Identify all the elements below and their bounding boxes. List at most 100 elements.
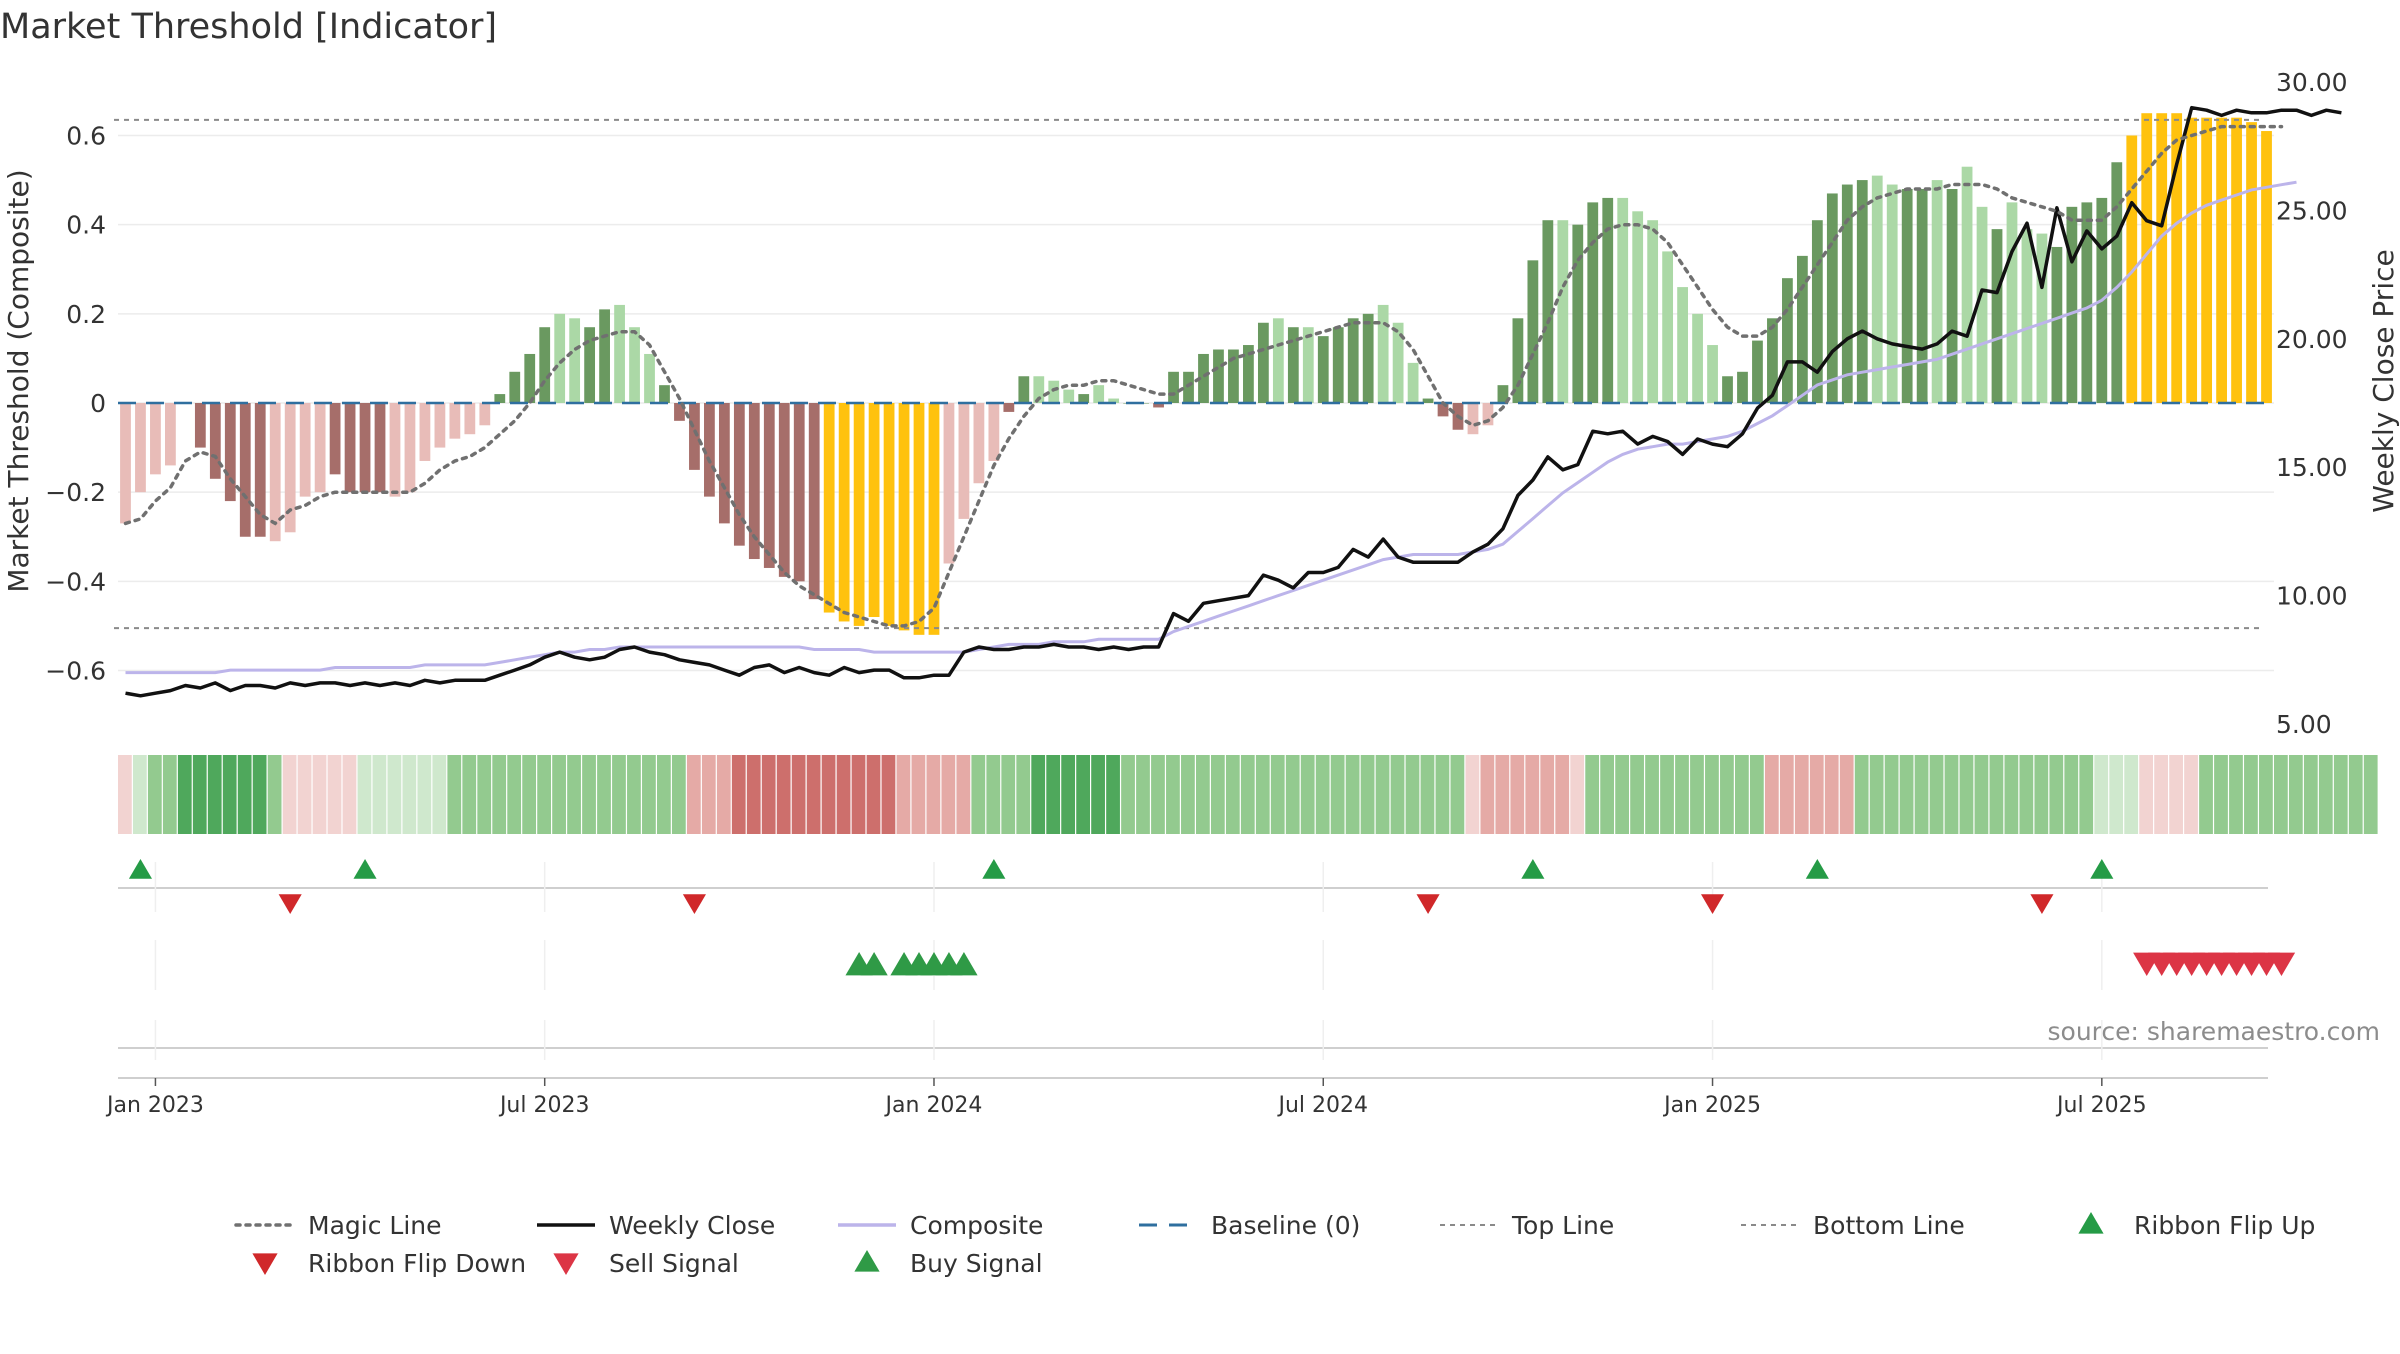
bar-91	[1482, 403, 1494, 426]
y-axis-label-right: Weekly Close Price	[2367, 249, 2400, 512]
ribbon-cell-49	[851, 755, 866, 834]
ribbon-cell-65	[1091, 755, 1105, 834]
bar-38	[689, 403, 700, 470]
ribbon-cell-93	[1510, 755, 1525, 834]
ribbon-cell-12	[297, 755, 312, 834]
ribbon-cell-134	[2124, 755, 2139, 834]
source-text: source: sharemaestro.com	[2048, 1017, 2381, 1046]
tick-layer: 0.6 0.4 0.2 0 −0.2 −0.4 −0.6 30.00 25.00 20.00 15.…	[45, 68, 2347, 739]
bar-37	[674, 403, 685, 421]
bar-85	[1392, 322, 1404, 403]
legend-item-1: Weekly Close	[537, 1211, 775, 1240]
legend-label-6: Ribbon Flip Up	[2134, 1211, 2315, 1240]
ribbon-cell-131	[2079, 755, 2094, 834]
y-right-tick-0: 30.00	[2276, 68, 2348, 97]
x-tick-label-5: Jul 2025	[2055, 1093, 2147, 1118]
bar-31	[584, 327, 596, 403]
bar-95	[1542, 220, 1554, 403]
bar-69	[1153, 403, 1164, 408]
legend-swatch-7	[252, 1253, 278, 1275]
ribbon-cell-130	[2064, 755, 2079, 834]
bar-139	[2201, 117, 2213, 404]
line-layer	[114, 105, 2342, 698]
ribbon-flip-up-2	[982, 859, 1006, 879]
y-axis-label-left: Market Threshold (Composite)	[2, 169, 35, 592]
ribbon-cell-150	[2363, 755, 2378, 834]
ribbon-cell-125	[1989, 755, 2004, 834]
ribbon-cell-139	[2199, 755, 2213, 834]
bar-130	[2066, 206, 2078, 403]
ribbon-cell-149	[2348, 755, 2363, 834]
bar-97	[1572, 224, 1584, 403]
legend-item-5: Bottom Line	[1741, 1211, 1965, 1240]
x-tick-label-3: Jul 2024	[1276, 1093, 1368, 1118]
bar-111	[1782, 278, 1793, 403]
ribbon-flip-up-4	[1805, 859, 1829, 879]
legend: Magic Line Weekly Close Composite Baseline …	[234, 1211, 2315, 1278]
bar-16	[359, 403, 371, 493]
ribbon-cell-46	[806, 755, 821, 834]
ribbon-cell-97	[1570, 755, 1585, 834]
ribbon-cell-90	[1465, 755, 1480, 834]
bar-9	[254, 403, 266, 537]
bar-41	[733, 403, 745, 546]
ribbon-cell-56	[956, 755, 971, 834]
ribbon-cell-73	[1210, 755, 1225, 834]
bar-45	[793, 403, 805, 582]
bar-124	[1976, 206, 1988, 403]
legend-label-7: Ribbon Flip Down	[308, 1249, 526, 1278]
ribbon-cell-110	[1764, 755, 1779, 834]
ribbon-cell-77	[1270, 755, 1285, 834]
bar-12	[299, 403, 311, 497]
ribbon-cell-146	[2303, 755, 2318, 834]
ribbon-cell-75	[1240, 755, 1255, 834]
ribbon-flip-up-1	[353, 859, 377, 879]
bar-7	[224, 403, 236, 502]
bar-29	[554, 313, 566, 403]
ribbon-cell-10	[267, 755, 282, 834]
ribbon-cell-95	[1540, 755, 1555, 834]
ribbon-cell-114	[1824, 755, 1839, 834]
bar-118	[1886, 184, 1898, 403]
y-right-tick-4: 10.00	[2276, 582, 2348, 611]
ribbon-cell-74	[1225, 755, 1240, 834]
ribbon-cell-72	[1196, 755, 1210, 834]
ribbon-flip-up-0	[128, 859, 153, 879]
ribbon-cell-20	[417, 755, 432, 834]
bar-116	[1856, 180, 1868, 403]
y-right-tick-2: 20.00	[2276, 325, 2348, 354]
ribbon-cell-1	[132, 755, 147, 834]
bar-109	[1752, 340, 1763, 403]
bar-127	[2021, 229, 2033, 403]
bar-77	[1272, 318, 1284, 403]
ribbon-cell-6	[207, 755, 222, 834]
legend-item-9: Buy Signal	[854, 1249, 1043, 1278]
ribbon-cell-94	[1525, 755, 1540, 834]
bar-93	[1512, 318, 1524, 403]
ribbon-cell-17	[372, 755, 387, 834]
ribbon-cell-23	[462, 755, 477, 834]
signal-rows	[118, 859, 2296, 1060]
bar-96	[1557, 220, 1569, 403]
ribbon-flip-down-3	[1700, 894, 1725, 914]
bar-110	[1767, 318, 1778, 403]
bar-8	[239, 403, 251, 537]
y-left-tick-6: −0.6	[45, 657, 106, 686]
ribbon-cell-0	[118, 755, 132, 834]
buy-signal-1	[860, 952, 888, 976]
ribbon-cell-21	[432, 755, 447, 834]
bar-71	[1183, 371, 1194, 403]
ribbon-cell-145	[2288, 755, 2303, 834]
ribbon-cell-64	[1076, 755, 1090, 834]
bar-102	[1647, 220, 1659, 403]
ribbon-cell-55	[941, 755, 956, 834]
bar-22	[449, 403, 461, 439]
ribbon-cell-11	[282, 755, 297, 834]
bar-14	[329, 403, 341, 475]
ribbon-cell-120	[1914, 755, 1929, 834]
ribbon-cell-18	[387, 755, 402, 834]
ribbon-cell-115	[1839, 755, 1854, 834]
ribbon-cell-81	[1330, 755, 1345, 834]
legend-item-3: Baseline (0)	[1139, 1211, 1360, 1240]
